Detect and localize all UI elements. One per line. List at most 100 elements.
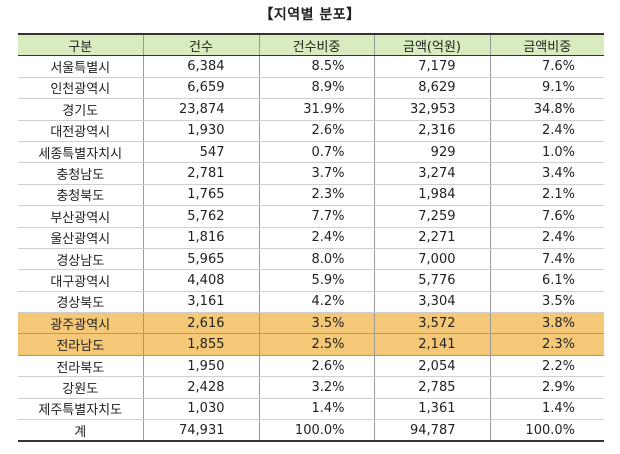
cell-count-share: 1.4%: [258, 398, 375, 421]
table-row: 부산광역시 5,762 7.7% 7,259 7.6%: [18, 205, 604, 228]
region-distribution-table: 구분 건수 건수비중 금액(억원) 금액비중 서울특별시 6,384 8.5% 7,1…: [18, 33, 604, 443]
total-amount-share: 100.0%: [489, 419, 604, 443]
cell-amount-share: 3.4%: [489, 162, 604, 185]
cell-amount: 8,629: [373, 77, 491, 100]
cell-amount: 3,274: [373, 162, 491, 185]
cell-amount-share: 1.4%: [489, 398, 604, 421]
cell-amount-share: 2.1%: [489, 184, 604, 207]
cell-amount: 2,141: [373, 333, 491, 356]
cell-amount-share: 2.3%: [489, 333, 604, 356]
cell-amount-share: 7.4%: [489, 248, 604, 271]
cell-amount: 2,054: [373, 355, 491, 378]
total-label: 계: [18, 419, 144, 443]
cell-count: 6,384: [142, 55, 260, 78]
cell-region: 광주광역시: [18, 312, 144, 335]
cell-amount-share: 6.1%: [489, 269, 604, 292]
cell-count-share: 0.7%: [258, 141, 375, 164]
cell-region: 경기도: [18, 98, 144, 121]
table-row: 서울특별시 6,384 8.5% 7,179 7.6%: [18, 55, 604, 78]
cell-count: 1,930: [142, 120, 260, 142]
cell-amount-share: 3.8%: [489, 312, 604, 335]
cell-count-share: 3.5%: [258, 312, 375, 335]
cell-amount: 1,984: [373, 184, 491, 207]
table-row: 충청북도 1,765 2.3% 1,984 2.1%: [18, 184, 604, 207]
cell-region: 대구광역시: [18, 269, 144, 292]
cell-count: 23,874: [142, 98, 260, 121]
total-amount: 94,787: [373, 419, 491, 443]
cell-count: 2,781: [142, 162, 260, 185]
table-row: 전라남도 1,855 2.5% 2,141 2.3%: [18, 333, 604, 356]
cell-region: 경상북도: [18, 291, 144, 314]
header-count-share: 건수비중: [258, 33, 375, 57]
cell-region: 충청북도: [18, 184, 144, 207]
cell-amount-share: 3.5%: [489, 291, 604, 314]
header-region: 구분: [18, 33, 144, 57]
cell-count: 6,659: [142, 77, 260, 100]
cell-count-share: 2.6%: [258, 355, 375, 378]
cell-amount: 32,953: [373, 98, 491, 121]
cell-count-share: 7.7%: [258, 205, 375, 228]
cell-count-share: 4.2%: [258, 291, 375, 314]
cell-count: 3,161: [142, 291, 260, 314]
cell-amount: 2,316: [373, 120, 491, 142]
cell-count: 1,855: [142, 333, 260, 356]
table-body: 서울특별시 6,384 8.5% 7,179 7.6% 인천광역시 6,659 8.9% 8,6…: [18, 55, 604, 421]
table-row: 제주특별자치도 1,030 1.4% 1,361 1.4%: [18, 398, 604, 421]
total-count-share: 100.0%: [258, 419, 375, 443]
cell-amount-share: 2.9%: [489, 376, 604, 399]
cell-count-share: 3.7%: [258, 162, 375, 185]
cell-count: 5,762: [142, 205, 260, 228]
table-row: 경상남도 5,965 8.0% 7,000 7.4%: [18, 248, 604, 271]
cell-amount: 7,179: [373, 55, 491, 78]
cell-count: 547: [142, 141, 260, 164]
cell-amount: 7,259: [373, 205, 491, 228]
cell-amount: 929: [373, 141, 491, 164]
cell-amount-share: 9.1%: [489, 77, 604, 100]
cell-region: 충청남도: [18, 162, 144, 185]
table-row: 세종특별자치시 547 0.7% 929 1.0%: [18, 141, 604, 164]
cell-count: 1,765: [142, 184, 260, 207]
table-row: 인천광역시 6,659 8.9% 8,629 9.1%: [18, 77, 604, 100]
cell-amount: 5,776: [373, 269, 491, 292]
total-row: 계 74,931 100.0% 94,787 100.0%: [18, 419, 604, 443]
cell-count-share: 2.3%: [258, 184, 375, 207]
cell-amount: 3,304: [373, 291, 491, 314]
total-count: 74,931: [142, 419, 260, 443]
table-row: 경기도 23,874 31.9% 32,953 34.8%: [18, 98, 604, 121]
header-amount-share: 금액비중: [489, 33, 604, 57]
cell-count: 2,428: [142, 376, 260, 399]
cell-count-share: 5.9%: [258, 269, 375, 292]
cell-amount-share: 2.4%: [489, 227, 604, 249]
cell-count-share: 8.5%: [258, 55, 375, 78]
cell-region: 제주특별자치도: [18, 398, 144, 421]
header-amount: 금액(억원): [373, 33, 491, 57]
cell-count: 5,965: [142, 248, 260, 271]
cell-region: 대전광역시: [18, 120, 144, 142]
cell-region: 부산광역시: [18, 205, 144, 228]
cell-region: 서울특별시: [18, 55, 144, 78]
table-row: 전라북도 1,950 2.6% 2,054 2.2%: [18, 355, 604, 378]
cell-count: 1,030: [142, 398, 260, 421]
cell-region: 경상남도: [18, 248, 144, 271]
cell-amount-share: 7.6%: [489, 55, 604, 78]
cell-count-share: 2.4%: [258, 227, 375, 249]
cell-count-share: 31.9%: [258, 98, 375, 121]
cell-count: 1,816: [142, 227, 260, 249]
cell-count-share: 8.0%: [258, 248, 375, 271]
cell-count-share: 8.9%: [258, 77, 375, 100]
cell-amount-share: 1.0%: [489, 141, 604, 164]
table-row: 강원도 2,428 3.2% 2,785 2.9%: [18, 376, 604, 399]
table-row: 경상북도 3,161 4.2% 3,304 3.5%: [18, 291, 604, 314]
header-row: 구분 건수 건수비중 금액(억원) 금액비중: [18, 33, 604, 57]
cell-amount-share: 2.4%: [489, 120, 604, 142]
cell-region: 세종특별자치시: [18, 141, 144, 164]
cell-count-share: 2.6%: [258, 120, 375, 142]
cell-count-share: 3.2%: [258, 376, 375, 399]
table-row: 대구광역시 4,408 5.9% 5,776 6.1%: [18, 269, 604, 292]
table-row: 울산광역시 1,816 2.4% 2,271 2.4%: [18, 227, 604, 249]
cell-count-share: 2.5%: [258, 333, 375, 356]
cell-count: 2,616: [142, 312, 260, 335]
cell-region: 전라남도: [18, 333, 144, 356]
cell-amount-share: 2.2%: [489, 355, 604, 378]
cell-region: 울산광역시: [18, 227, 144, 249]
